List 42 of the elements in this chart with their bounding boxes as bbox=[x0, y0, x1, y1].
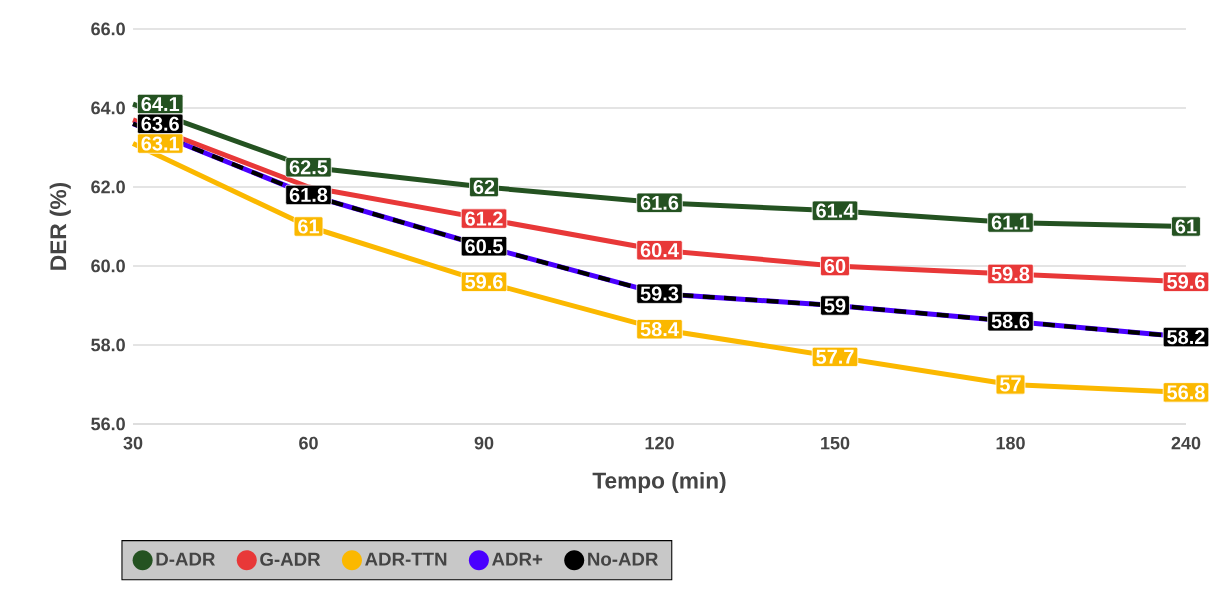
x-tick-label: 180 bbox=[996, 436, 1025, 450]
y-tick-label: 66.0 bbox=[91, 22, 125, 36]
legend-label: G-ADR bbox=[260, 552, 321, 566]
data-label: 56.8 bbox=[1167, 385, 1205, 400]
x-tick-label: 150 bbox=[821, 436, 850, 450]
y-tick-label: 56.0 bbox=[91, 417, 125, 431]
data-label: 63.1 bbox=[141, 136, 180, 151]
x-axis-title: Tempo (min) bbox=[592, 471, 726, 494]
x-tick-label: 240 bbox=[1171, 436, 1201, 450]
data-label: 60.4 bbox=[640, 243, 679, 258]
data-label: 59.8 bbox=[991, 266, 1030, 281]
data-label: 61.1 bbox=[991, 215, 1030, 230]
y-tick-label: 62.0 bbox=[91, 180, 125, 194]
data-label: 58.4 bbox=[640, 322, 679, 337]
data-label: 59.3 bbox=[640, 286, 679, 301]
y-tick-label: 60.0 bbox=[91, 259, 125, 273]
data-label: 58.6 bbox=[991, 314, 1030, 329]
data-label: 62 bbox=[473, 179, 495, 195]
legend-label: D-ADR bbox=[156, 552, 216, 566]
data-label: 60 bbox=[824, 258, 846, 274]
y-tick-label: 58.0 bbox=[91, 338, 125, 352]
x-tick-label: 120 bbox=[645, 436, 674, 450]
data-label: 61.6 bbox=[640, 195, 679, 210]
data-label: 64.1 bbox=[141, 96, 180, 112]
y-axis-title: DER (%) bbox=[49, 182, 71, 270]
data-label: 57.7 bbox=[816, 349, 854, 364]
data-label: 58.2 bbox=[1167, 330, 1205, 345]
x-tick-label: 60 bbox=[299, 436, 318, 450]
data-label: 62.5 bbox=[289, 160, 328, 175]
x-tick-label: 30 bbox=[123, 436, 143, 450]
x-tick-label: 90 bbox=[474, 436, 494, 450]
data-label: 59.6 bbox=[465, 274, 503, 289]
legend-label: ADR+ bbox=[492, 552, 543, 566]
data-label: 59.6 bbox=[1167, 274, 1205, 289]
legend-label: ADR-TTN bbox=[365, 552, 447, 566]
data-label: 60.5 bbox=[465, 239, 503, 254]
data-label: 63.6 bbox=[141, 116, 179, 131]
data-label: 61.2 bbox=[465, 211, 503, 226]
data-label: 61.4 bbox=[816, 203, 855, 218]
legend-label: No-ADR bbox=[588, 552, 659, 566]
y-tick-label: 64.0 bbox=[91, 101, 125, 115]
data-label: 61.8 bbox=[289, 187, 328, 202]
